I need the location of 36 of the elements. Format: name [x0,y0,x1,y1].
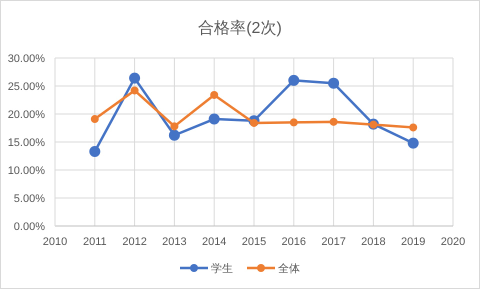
x-tick-label: 2017 [321,236,346,248]
point [208,114,220,125]
point [129,72,140,84]
x-tick-label: 2010 [42,236,68,248]
point [408,138,419,149]
point [250,118,258,127]
y-tick-label: 20.00% [8,109,46,121]
x-tick-label: 2020 [440,236,466,248]
point [288,74,300,86]
point [330,118,338,126]
point [210,90,218,99]
chart-title: 合格率(2次) [198,19,282,37]
x-tick-label: 2011 [82,236,107,248]
point [130,86,139,94]
y-tick-label: 10.00% [8,165,46,177]
point [90,115,99,124]
x-tick-label: 2013 [162,236,187,248]
x-tick-label: 2012 [122,236,147,248]
y-tick-label: 0.00% [14,221,46,233]
legend-label: 全体 [278,263,300,275]
point [328,78,340,89]
y-tick-label: 25.00% [8,81,46,93]
x-tick-label: 2018 [361,236,386,248]
point [170,122,178,130]
point [168,130,180,141]
point [409,123,418,132]
y-tick-label: 15.00% [8,137,46,149]
x-tick-label: 2016 [282,236,306,248]
y-tick-label: 5.00% [14,193,46,205]
y-tick-label: 30.00% [8,53,46,65]
x-tick-label: 2015 [242,236,266,248]
point [290,118,298,126]
legend-label: 学生 [211,262,233,275]
point [89,146,100,158]
x-tick-label: 2014 [202,236,226,248]
x-tick-label: 2019 [400,236,426,248]
